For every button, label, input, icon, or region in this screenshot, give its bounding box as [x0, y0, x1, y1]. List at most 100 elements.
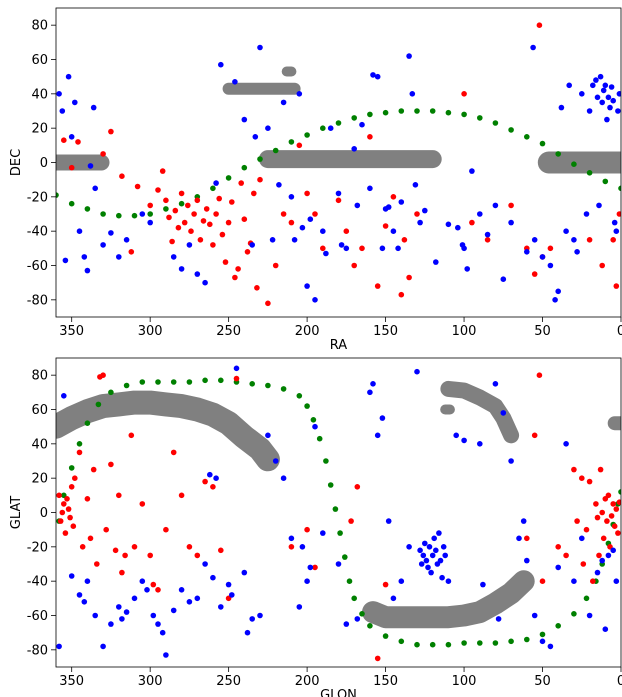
point [379, 415, 386, 421]
point [241, 164, 248, 171]
point [422, 207, 428, 214]
point [547, 262, 554, 269]
point [398, 199, 405, 205]
point [61, 393, 67, 399]
point [382, 109, 389, 116]
point [123, 237, 130, 243]
point [175, 224, 182, 231]
y-tick-label: -60 [27, 259, 48, 274]
point [265, 382, 271, 389]
point [429, 552, 436, 559]
point [469, 168, 475, 174]
point [185, 202, 191, 209]
point [597, 73, 604, 80]
point [131, 544, 138, 550]
point [492, 120, 499, 126]
point [586, 478, 593, 485]
point [327, 482, 334, 488]
point [586, 170, 593, 176]
point [59, 509, 66, 516]
point [354, 616, 361, 622]
point [155, 187, 161, 193]
point [583, 526, 590, 533]
point [296, 604, 303, 610]
point [492, 202, 499, 209]
point [100, 151, 106, 157]
x-tick-label: 150 [373, 324, 398, 339]
point [186, 242, 193, 248]
point [531, 612, 538, 619]
point [307, 564, 314, 571]
point [304, 403, 310, 409]
y-tick-label: 0 [40, 156, 48, 171]
point [218, 547, 224, 554]
point [367, 185, 373, 192]
point [367, 389, 373, 396]
point [406, 544, 412, 550]
point [103, 526, 109, 533]
point [382, 223, 389, 229]
point [299, 544, 306, 550]
point [613, 283, 620, 289]
point [597, 466, 604, 473]
point [571, 611, 577, 617]
point [87, 535, 94, 542]
point [64, 496, 70, 502]
point [500, 410, 507, 416]
point [351, 115, 358, 121]
point [241, 569, 248, 576]
point [75, 139, 81, 145]
point [272, 262, 279, 269]
point [108, 389, 114, 396]
point [508, 219, 514, 226]
band-2 [362, 570, 535, 629]
point [202, 561, 208, 567]
point [310, 417, 317, 423]
point [524, 557, 530, 564]
point [288, 544, 295, 550]
point [207, 471, 213, 478]
point [539, 638, 546, 645]
band-3 [440, 380, 520, 444]
point [235, 266, 241, 272]
point [181, 219, 188, 226]
point [477, 441, 483, 447]
point [590, 82, 596, 89]
point [593, 501, 599, 507]
series-1 [56, 377, 621, 648]
point [395, 245, 401, 252]
point [304, 578, 310, 584]
point [367, 111, 373, 118]
point [210, 484, 216, 490]
point [508, 638, 514, 645]
point [461, 91, 467, 97]
series-3 [56, 365, 620, 658]
point [417, 547, 423, 554]
point [155, 587, 161, 593]
point [147, 211, 153, 217]
point [445, 221, 452, 228]
point [398, 578, 405, 584]
point [461, 640, 467, 646]
point [68, 484, 75, 490]
point [495, 616, 502, 622]
point [555, 288, 561, 295]
point [354, 202, 361, 209]
point [249, 381, 255, 387]
point [583, 211, 590, 217]
y-tick-label: -20 [27, 540, 48, 555]
point [304, 283, 310, 289]
point [280, 475, 287, 482]
x-axis-label: GLON [320, 688, 357, 697]
point [288, 535, 295, 542]
point [202, 478, 208, 485]
point [508, 202, 514, 209]
point [343, 621, 350, 627]
point [583, 595, 590, 602]
y-tick-label: 80 [31, 19, 48, 34]
x-tick-label: 350 [59, 324, 84, 339]
y-tick-label: 0 [40, 506, 48, 521]
point [453, 432, 460, 439]
point [382, 633, 389, 639]
x-tick-label: 200 [295, 324, 320, 339]
